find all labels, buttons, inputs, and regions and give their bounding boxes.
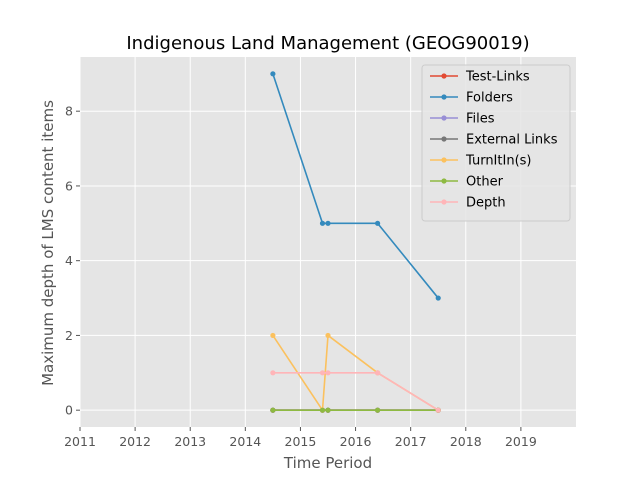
legend-label: External Links: [466, 133, 558, 148]
legend-swatch-marker: [441, 199, 447, 205]
x-tick-label: 2011: [64, 434, 96, 449]
data-point-folders: [435, 295, 441, 301]
legend-item: Files: [430, 112, 495, 127]
legend-swatch-marker: [441, 73, 447, 79]
data-point-other: [325, 407, 331, 413]
legend-swatch-marker: [441, 157, 447, 163]
x-tick-label: 2016: [340, 434, 372, 449]
x-tick-label: 2012: [119, 434, 151, 449]
chart-title: Indigenous Land Management (GEOG90019): [126, 33, 529, 54]
series-depth: [270, 370, 441, 413]
legend: Test-Links Folders Files External Links Turn…: [421, 64, 571, 222]
legend-item: TurnItIn(s): [430, 154, 531, 169]
x-axis-label: Time Period: [283, 454, 372, 472]
legend-label: TurnItIn(s): [465, 154, 531, 169]
legend-item: Test-Links: [430, 70, 530, 85]
legend-item: Other: [430, 175, 504, 190]
x-tick-label: 2018: [450, 434, 482, 449]
data-point-depth: [270, 370, 276, 376]
series-lines: [270, 71, 441, 413]
x-tick-label: 2015: [285, 434, 317, 449]
series-other: [270, 407, 441, 413]
data-point-turnitin-s: [270, 332, 276, 339]
y-tick-label: 6: [65, 178, 73, 193]
data-point-other: [319, 407, 326, 413]
x-tick-label: 2017: [395, 434, 427, 449]
series-folders: [270, 71, 441, 301]
legend-swatch-marker: [441, 136, 447, 142]
legend-label: Test-Links: [465, 70, 530, 85]
data-point-folders: [375, 220, 381, 226]
y-ticks: 0 2 4 6 8: [65, 104, 80, 418]
legend-label: Files: [466, 112, 495, 127]
legend-label: Folders: [466, 91, 513, 106]
y-tick-label: 8: [65, 104, 73, 119]
x-ticks: 2011 2012 2013 2014 2015 2016 2017 2018 2019: [64, 427, 537, 449]
y-tick-label: 0: [65, 403, 73, 418]
data-point-depth: [325, 370, 331, 376]
data-point-turnitin-s: [325, 332, 331, 339]
data-point-depth: [375, 370, 381, 376]
data-point-folders: [319, 220, 326, 226]
legend-box: [421, 64, 571, 222]
legend-item: Depth: [430, 196, 506, 211]
x-tick-label: 2013: [174, 434, 206, 449]
data-point-depth: [319, 370, 326, 376]
data-point-folders: [270, 71, 276, 77]
data-point-depth: [435, 407, 441, 413]
y-tick-label: 4: [65, 253, 73, 268]
data-point-folders: [325, 220, 331, 226]
legend-swatch-marker: [441, 94, 447, 100]
legend-item: External Links: [430, 133, 558, 148]
y-axis-label: Maximum depth of LMS content items: [39, 100, 57, 386]
data-point-other: [375, 407, 381, 413]
y-tick-label: 2: [65, 328, 73, 343]
legend-label: Other: [466, 175, 504, 190]
legend-label: Depth: [466, 196, 506, 211]
legend-swatch-marker: [441, 178, 447, 184]
data-point-other: [270, 407, 276, 413]
x-tick-label: 2019: [505, 434, 537, 449]
x-tick-label: 2014: [229, 434, 261, 449]
legend-swatch-marker: [441, 115, 447, 121]
legend-item: Folders: [430, 91, 513, 106]
